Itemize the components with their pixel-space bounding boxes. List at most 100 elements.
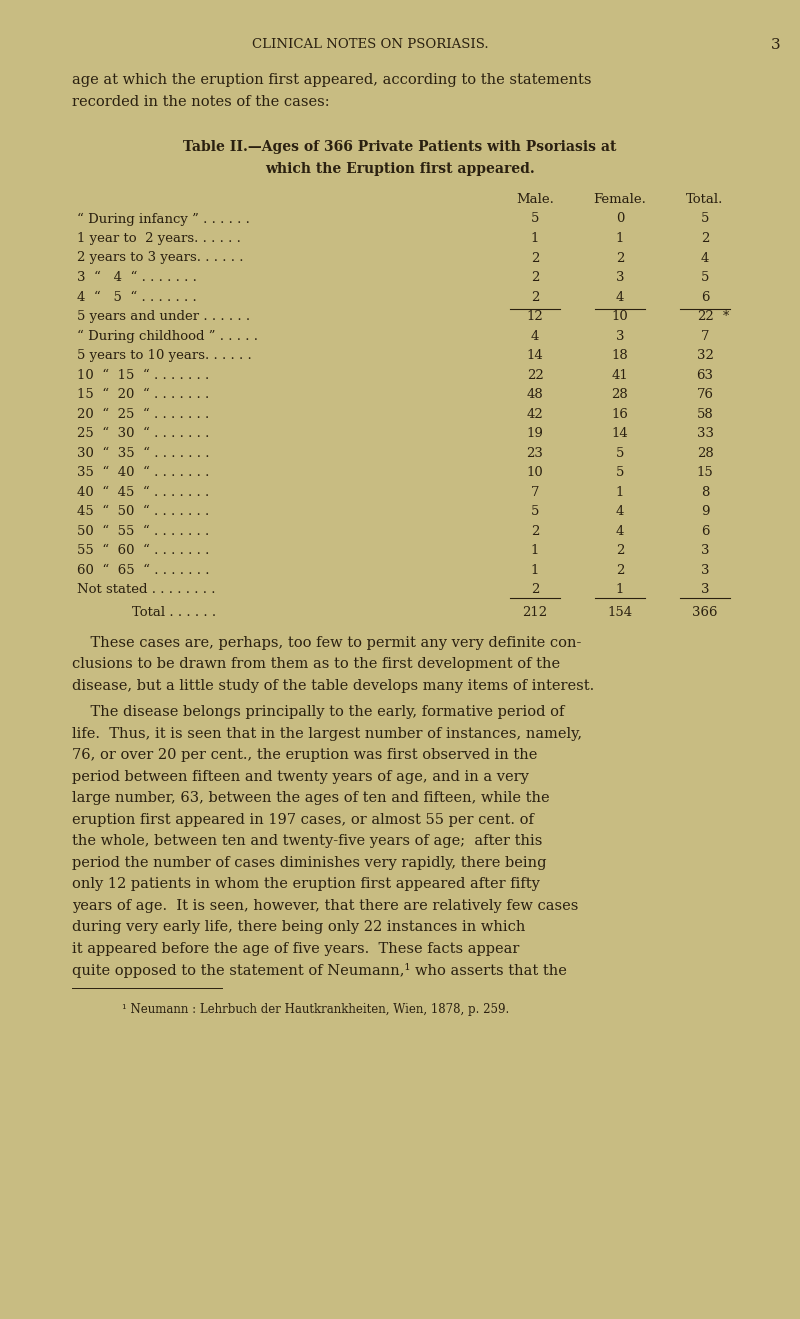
- Text: 4: 4: [701, 252, 709, 265]
- Text: 58: 58: [697, 408, 714, 421]
- Text: 2: 2: [531, 252, 539, 265]
- Text: 1: 1: [531, 232, 539, 245]
- Text: 5: 5: [531, 505, 539, 518]
- Text: 14: 14: [526, 350, 543, 361]
- Text: 18: 18: [612, 350, 628, 361]
- Text: 5: 5: [701, 270, 709, 284]
- Text: large number, 63, between the ages of ten and fifteen, while the: large number, 63, between the ages of te…: [72, 791, 550, 805]
- Text: 3  “   4  “ . . . . . . .: 3 “ 4 “ . . . . . . .: [77, 270, 197, 284]
- Text: years of age.  It is seen, however, that there are relatively few cases: years of age. It is seen, however, that …: [72, 898, 578, 913]
- Text: Table II.—Ages of 366 Private Patients with Psoriasis at: Table II.—Ages of 366 Private Patients w…: [183, 140, 617, 154]
- Text: recorded in the notes of the cases:: recorded in the notes of the cases:: [72, 95, 330, 109]
- Text: 2: 2: [616, 563, 624, 576]
- Text: 10  “  15  “ . . . . . . .: 10 “ 15 “ . . . . . . .: [77, 368, 210, 381]
- Text: 1: 1: [616, 485, 624, 499]
- Text: quite opposed to the statement of Neumann,¹ who asserts that the: quite opposed to the statement of Neuman…: [72, 963, 567, 977]
- Text: 366: 366: [692, 605, 718, 619]
- Text: 15  “  20  “ . . . . . . .: 15 “ 20 “ . . . . . . .: [77, 388, 210, 401]
- Text: 9: 9: [701, 505, 710, 518]
- Text: 212: 212: [522, 605, 547, 619]
- Text: 10: 10: [526, 466, 543, 479]
- Text: 33: 33: [697, 427, 714, 441]
- Text: 5: 5: [701, 212, 709, 226]
- Text: 8: 8: [701, 485, 709, 499]
- Text: during very early life, there being only 22 instances in which: during very early life, there being only…: [72, 919, 526, 934]
- Text: disease, but a little study of the table develops many items of interest.: disease, but a little study of the table…: [72, 678, 594, 692]
- Text: 3: 3: [616, 330, 624, 343]
- Text: life.  Thus, it is seen that in the largest number of instances, namely,: life. Thus, it is seen that in the large…: [72, 727, 582, 740]
- Text: period between fifteen and twenty years of age, and in a very: period between fifteen and twenty years …: [72, 769, 529, 783]
- Text: 5: 5: [616, 447, 624, 459]
- Text: 25  “  30  “ . . . . . . .: 25 “ 30 “ . . . . . . .: [77, 427, 210, 441]
- Text: Male.: Male.: [516, 193, 554, 206]
- Text: 5: 5: [531, 212, 539, 226]
- Text: 1: 1: [531, 563, 539, 576]
- Text: 2: 2: [616, 252, 624, 265]
- Text: 12: 12: [526, 310, 543, 323]
- Text: 45  “  50  “ . . . . . . .: 45 “ 50 “ . . . . . . .: [77, 505, 210, 518]
- Text: 7: 7: [701, 330, 710, 343]
- Text: 60  “  65  “ . . . . . . .: 60 “ 65 “ . . . . . . .: [77, 563, 210, 576]
- Text: 5 years and under . . . . . .: 5 years and under . . . . . .: [77, 310, 250, 323]
- Text: “ During infancy ” . . . . . .: “ During infancy ” . . . . . .: [77, 212, 250, 226]
- Text: 22: 22: [697, 310, 714, 323]
- Text: *: *: [723, 310, 730, 323]
- Text: 4: 4: [616, 505, 624, 518]
- Text: 32: 32: [697, 350, 714, 361]
- Text: 55  “  60  “ . . . . . . .: 55 “ 60 “ . . . . . . .: [77, 543, 210, 557]
- Text: 30  “  35  “ . . . . . . .: 30 “ 35 “ . . . . . . .: [77, 447, 210, 459]
- Text: 3: 3: [701, 563, 710, 576]
- Text: clusions to be drawn from them as to the first development of the: clusions to be drawn from them as to the…: [72, 657, 560, 671]
- Text: Not stated . . . . . . . .: Not stated . . . . . . . .: [77, 583, 215, 596]
- Text: 4: 4: [616, 525, 624, 538]
- Text: 50  “  55  “ . . . . . . .: 50 “ 55 “ . . . . . . .: [77, 525, 210, 538]
- Text: 28: 28: [697, 447, 714, 459]
- Text: 76, or over 20 per cent., the eruption was first observed in the: 76, or over 20 per cent., the eruption w…: [72, 748, 538, 762]
- Text: 1: 1: [616, 232, 624, 245]
- Text: 2: 2: [531, 583, 539, 596]
- Text: CLINICAL NOTES ON PSORIASIS.: CLINICAL NOTES ON PSORIASIS.: [252, 38, 488, 51]
- Text: 23: 23: [526, 447, 543, 459]
- Text: 19: 19: [526, 427, 543, 441]
- Text: 10: 10: [612, 310, 628, 323]
- Text: 42: 42: [526, 408, 543, 421]
- Text: 1 year to  2 years. . . . . .: 1 year to 2 years. . . . . .: [77, 232, 241, 245]
- Text: 3: 3: [701, 583, 710, 596]
- Text: 1: 1: [616, 583, 624, 596]
- Text: it appeared before the age of five years.  These facts appear: it appeared before the age of five years…: [72, 942, 519, 955]
- Text: 5 years to 10 years. . . . . .: 5 years to 10 years. . . . . .: [77, 350, 252, 361]
- Text: age at which the eruption first appeared, according to the statements: age at which the eruption first appeared…: [72, 73, 591, 87]
- Text: which the Eruption first appeared.: which the Eruption first appeared.: [265, 162, 535, 177]
- Text: 76: 76: [697, 388, 714, 401]
- Text: 14: 14: [612, 427, 628, 441]
- Text: 7: 7: [530, 485, 539, 499]
- Text: These cases are, perhaps, too few to permit any very definite con-: These cases are, perhaps, too few to per…: [72, 636, 582, 649]
- Text: 15: 15: [697, 466, 714, 479]
- Text: 6: 6: [701, 290, 710, 303]
- Text: 2: 2: [531, 270, 539, 284]
- Text: 63: 63: [697, 368, 714, 381]
- Text: 3: 3: [616, 270, 624, 284]
- Text: 1: 1: [531, 543, 539, 557]
- Text: 48: 48: [526, 388, 543, 401]
- Text: 28: 28: [612, 388, 628, 401]
- Text: 20  “  25  “ . . . . . . .: 20 “ 25 “ . . . . . . .: [77, 408, 210, 421]
- Text: 40  “  45  “ . . . . . . .: 40 “ 45 “ . . . . . . .: [77, 485, 210, 499]
- Text: 22: 22: [526, 368, 543, 381]
- Text: only 12 patients in whom the eruption first appeared after fifty: only 12 patients in whom the eruption fi…: [72, 877, 540, 892]
- Text: 2: 2: [531, 290, 539, 303]
- Text: 4: 4: [531, 330, 539, 343]
- Text: 2 years to 3 years. . . . . .: 2 years to 3 years. . . . . .: [77, 252, 243, 265]
- Text: eruption first appeared in 197 cases, or almost 55 per cent. of: eruption first appeared in 197 cases, or…: [72, 813, 534, 827]
- Text: Total . . . . . .: Total . . . . . .: [132, 605, 216, 619]
- Text: 16: 16: [611, 408, 629, 421]
- Text: 2: 2: [616, 543, 624, 557]
- Text: “ During childhood ” . . . . .: “ During childhood ” . . . . .: [77, 330, 258, 343]
- Text: ¹ Neumann : Lehrbuch der Hautkrankheiten, Wien, 1878, p. 259.: ¹ Neumann : Lehrbuch der Hautkrankheiten…: [122, 1002, 510, 1016]
- Text: 0: 0: [616, 212, 624, 226]
- Text: Total.: Total.: [686, 193, 724, 206]
- Text: 4  “   5  “ . . . . . . .: 4 “ 5 “ . . . . . . .: [77, 290, 197, 303]
- Text: 154: 154: [607, 605, 633, 619]
- Text: 2: 2: [701, 232, 709, 245]
- Text: The disease belongs principally to the early, formative period of: The disease belongs principally to the e…: [72, 704, 564, 719]
